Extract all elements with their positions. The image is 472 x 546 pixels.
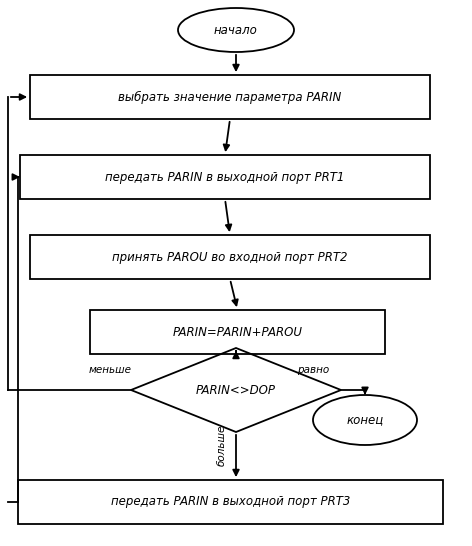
Text: равно: равно bbox=[297, 365, 329, 375]
Bar bbox=[20, 155, 430, 199]
Text: передать PARIN в выходной порт PRT1: передать PARIN в выходной порт PRT1 bbox=[105, 170, 345, 183]
Bar bbox=[90, 310, 385, 354]
Bar bbox=[30, 75, 430, 119]
Text: конец: конец bbox=[346, 413, 384, 426]
Text: меньше: меньше bbox=[89, 365, 132, 375]
Text: выбрать значение параметра PARIN: выбрать значение параметра PARIN bbox=[118, 91, 342, 104]
Text: PARIN=PARIN+PAROU: PARIN=PARIN+PAROU bbox=[172, 325, 303, 339]
Text: больше: больше bbox=[217, 424, 227, 466]
Text: начало: начало bbox=[214, 23, 258, 37]
Text: передать PARIN в выходной порт PRT3: передать PARIN в выходной порт PRT3 bbox=[111, 496, 350, 508]
Text: PARIN<>DOP: PARIN<>DOP bbox=[196, 383, 276, 396]
Bar bbox=[30, 235, 430, 279]
Text: принять PAROU во входной порт PRT2: принять PAROU во входной порт PRT2 bbox=[112, 251, 348, 264]
Bar bbox=[18, 480, 443, 524]
